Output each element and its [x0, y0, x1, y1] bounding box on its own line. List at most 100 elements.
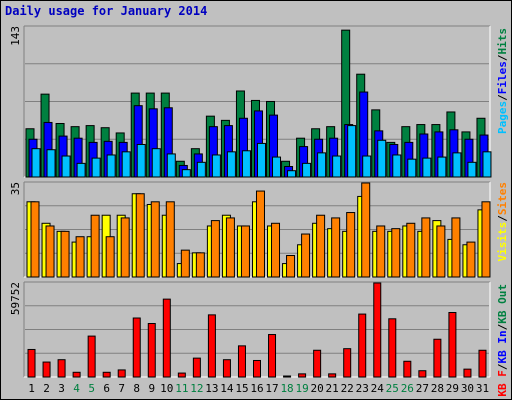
bar-pages-11: [181, 169, 191, 178]
bar-sites-9: [150, 201, 160, 278]
bar-sites-7: [120, 217, 130, 278]
bar-kbf-6: [102, 371, 111, 378]
day-label-16: 16: [250, 382, 263, 395]
bar-pages-5: [91, 157, 101, 178]
bar-pages-17: [272, 156, 282, 178]
bar-sites-21: [331, 217, 341, 278]
bar-pages-16: [256, 142, 266, 178]
day-label-2: 2: [43, 382, 50, 395]
hits-panel-legend-entry-3: /: [496, 54, 509, 61]
visits-panel-legend-entry-0: Visits: [496, 222, 509, 262]
visits-panel-legend-entry-2: Sites: [496, 182, 509, 215]
day-label-20: 20: [311, 382, 324, 395]
bar-sites-8: [135, 193, 145, 278]
hits-panel-legend-entry-4: Hits: [496, 28, 509, 55]
day-label-9: 9: [148, 382, 155, 395]
bar-kbf-5: [87, 335, 96, 378]
day-label-24: 24: [371, 382, 385, 395]
bar-kbf-26: [403, 360, 412, 378]
day-label-12: 12: [190, 382, 203, 395]
bar-sites-1: [30, 201, 40, 278]
bar-sites-20: [316, 214, 326, 278]
bar-kbf-20: [313, 349, 322, 378]
day-label-8: 8: [133, 382, 140, 395]
bar-sites-18: [286, 255, 296, 278]
bar-sites-22: [346, 212, 356, 278]
day-label-11: 11: [175, 382, 188, 395]
bar-kbf-23: [358, 313, 367, 378]
bar-sites-23: [361, 182, 371, 278]
day-label-30: 30: [461, 382, 474, 395]
bar-kbf-9: [147, 323, 156, 378]
day-label-19: 19: [295, 382, 308, 395]
day-label-27: 27: [416, 382, 429, 395]
bar-pages-24: [377, 139, 387, 178]
bar-kbf-10: [162, 298, 171, 378]
bar-pages-23: [362, 155, 372, 178]
bar-kbf-29: [448, 312, 457, 378]
bar-kbf-8: [132, 317, 141, 378]
bar-pages-1: [31, 148, 41, 178]
bar-pages-22: [347, 125, 357, 178]
bar-pages-12: [196, 161, 206, 178]
bar-kbf-17: [268, 334, 277, 378]
bar-sites-10: [165, 201, 175, 278]
bar-pages-29: [452, 152, 462, 178]
bar-kbf-21: [328, 373, 337, 378]
day-label-13: 13: [205, 382, 218, 395]
bar-kbf-16: [253, 359, 261, 378]
day-label-5: 5: [88, 382, 95, 395]
day-label-14: 14: [220, 382, 234, 395]
hits-panel-legend-entry-2: Files: [496, 61, 509, 94]
day-label-1: 1: [28, 382, 35, 395]
bar-kbf-12: [192, 357, 201, 378]
bar-pages-4: [76, 162, 86, 178]
bar-pages-10: [166, 153, 176, 178]
bar-pages-20: [317, 152, 327, 178]
bar-kbf-2: [42, 361, 51, 378]
bar-sites-6: [105, 236, 115, 278]
bar-kbf-24: [373, 282, 382, 378]
bar-kbf-22: [343, 348, 352, 378]
day-label-26: 26: [401, 382, 414, 395]
bar-kbf-31: [478, 349, 487, 378]
kbytes-panel-legend-entry-2: KB In: [496, 330, 509, 363]
bar-pages-18: [287, 170, 297, 178]
bar-sites-25: [391, 228, 401, 278]
bar-sites-27: [421, 217, 431, 278]
bar-sites-14: [225, 217, 235, 278]
bar-sites-5: [90, 214, 100, 278]
bar-kbf-11: [177, 372, 186, 378]
bar-sites-24: [376, 225, 386, 278]
chart-title: Daily usage for January 2014: [5, 4, 208, 18]
day-label-22: 22: [341, 382, 354, 395]
bar-sites-26: [406, 222, 416, 278]
bar-pages-25: [392, 154, 402, 178]
bar-pages-21: [332, 155, 342, 178]
day-label-23: 23: [356, 382, 369, 395]
kbytes-panel-legend-entry-3: /: [496, 323, 509, 330]
bar-sites-16: [255, 190, 265, 278]
kbytes-panel-legend-entry-4: KB Out: [496, 284, 509, 324]
bar-kbf-14: [222, 359, 231, 378]
bar-pages-9: [151, 148, 161, 178]
hits-panel-legend-entry-1: /: [496, 94, 509, 101]
bar-pages-6: [106, 154, 116, 178]
bar-kbf-25: [388, 318, 397, 378]
day-label-3: 3: [58, 382, 65, 395]
kbytes-panel-legend: KB F/KB In/KB Out: [496, 284, 509, 397]
hits-panel-legend: Pages/Files/Hits: [496, 28, 509, 134]
bar-kbf-18: [283, 375, 292, 378]
bar-sites-17: [271, 222, 281, 278]
visits-panel-legend: Visits/Sites: [496, 182, 509, 262]
bar-sites-13: [210, 220, 220, 278]
bar-pages-14: [226, 151, 236, 178]
bar-pages-13: [211, 154, 221, 178]
bar-pages-28: [437, 156, 447, 178]
hits-panel-legend-entry-0: Pages: [496, 101, 509, 134]
day-label-7: 7: [118, 382, 125, 395]
bar-kbf-7: [117, 369, 126, 378]
bar-sites-15: [240, 225, 250, 278]
bar-kbf-19: [298, 373, 307, 378]
